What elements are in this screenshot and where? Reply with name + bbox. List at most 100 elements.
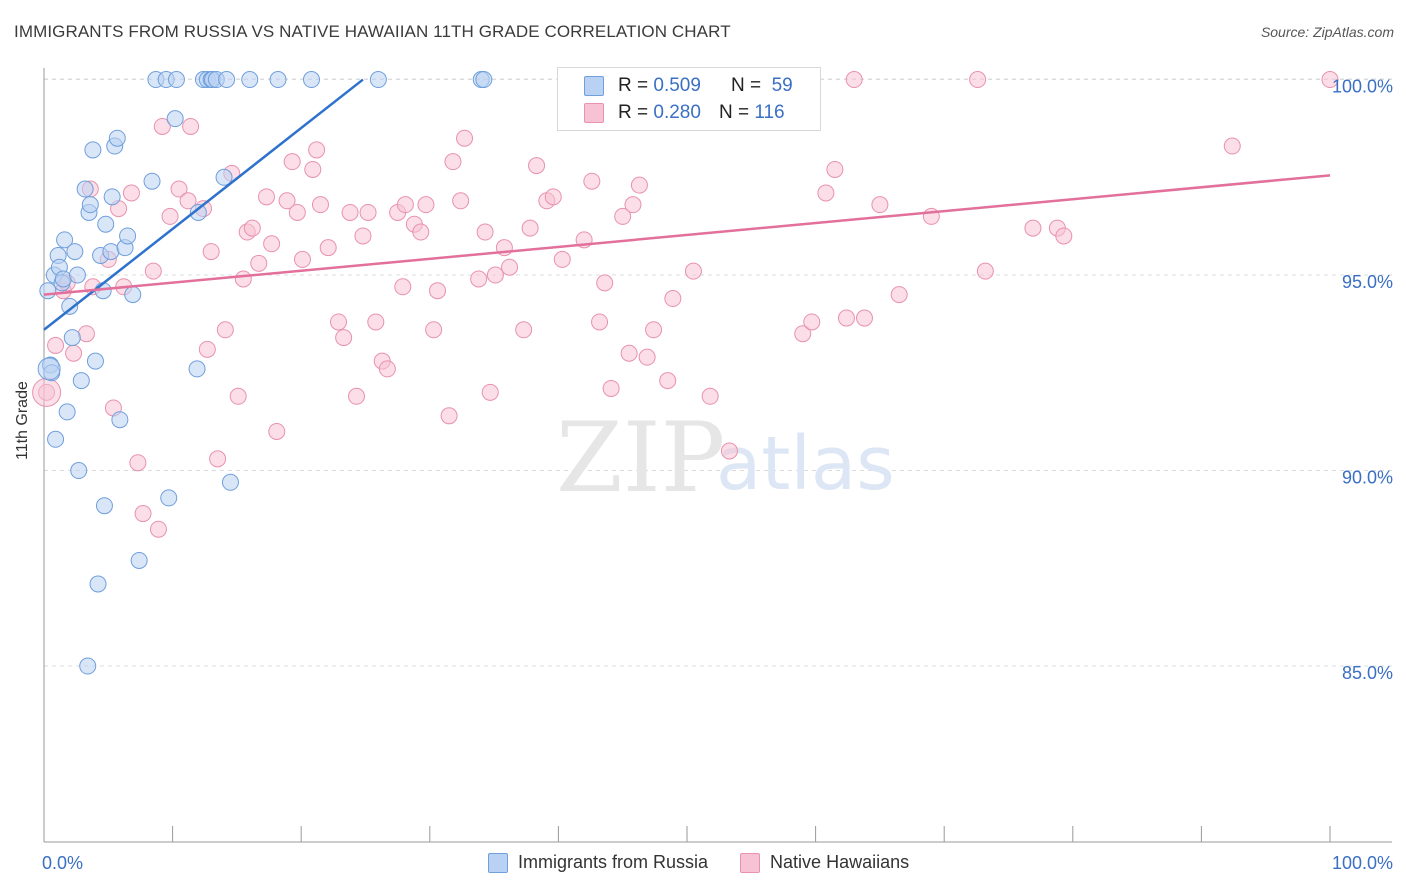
legend-r-value: 0.509 bbox=[653, 75, 701, 96]
hawaiian-point bbox=[817, 184, 835, 202]
hawaiian-point bbox=[969, 71, 987, 89]
hawaiian-point bbox=[234, 270, 252, 288]
hawaiian-point bbox=[976, 262, 994, 280]
hawaiian-point bbox=[645, 321, 663, 339]
hawaiian-point bbox=[583, 172, 601, 190]
hawaiian-point bbox=[871, 196, 889, 214]
hawaiian-point bbox=[354, 227, 372, 245]
legend-swatch-pink bbox=[584, 103, 604, 123]
hawaiian-point bbox=[1223, 137, 1241, 155]
hawaiian-point bbox=[308, 141, 326, 159]
watermark-zip: ZIP bbox=[556, 402, 725, 514]
hawaiian-point bbox=[311, 196, 329, 214]
russia-point bbox=[89, 575, 107, 593]
russia-point-large bbox=[37, 357, 61, 381]
legend-item-hawaiians[interactable]: Native Hawaiians bbox=[740, 852, 909, 873]
russia-point bbox=[189, 203, 207, 221]
legend-row-hawaiians: R = 0.280 N = 116 bbox=[584, 101, 785, 125]
hawaiian-point bbox=[602, 379, 620, 397]
hawaiian-point bbox=[161, 207, 179, 225]
hawaiian-point bbox=[304, 160, 322, 178]
x-tick-label-min: 0.0% bbox=[42, 853, 83, 873]
hawaiian-point bbox=[429, 282, 447, 300]
hawaiian-point bbox=[452, 192, 470, 210]
y-tick-label: 85.0% bbox=[1342, 663, 1393, 683]
russia-point bbox=[86, 352, 104, 370]
hawaiian-point bbox=[250, 254, 268, 272]
axis-labels: 85.0% 90.0% 95.0% 100.0% 0.0% 100.0% bbox=[42, 77, 1393, 873]
hawaiian-point bbox=[144, 262, 162, 280]
hawaiian-point bbox=[890, 286, 908, 304]
hawaiian-point bbox=[803, 313, 821, 331]
legend-n-label: N = bbox=[718, 102, 750, 123]
russia-point bbox=[188, 360, 206, 378]
russia-point bbox=[95, 497, 113, 515]
russia-point bbox=[218, 71, 236, 89]
hawaiian-point bbox=[684, 262, 702, 280]
hawaiian-point bbox=[182, 117, 200, 135]
russia-point bbox=[130, 551, 148, 569]
y-tick-label: 95.0% bbox=[1342, 272, 1393, 292]
hawaiian-point bbox=[179, 192, 197, 210]
hawaiian-point bbox=[378, 360, 396, 378]
hawaiian-point bbox=[417, 196, 435, 214]
russia-point bbox=[143, 172, 161, 190]
russia-point bbox=[103, 188, 121, 206]
hawaiian-point bbox=[701, 387, 719, 405]
russia-point bbox=[63, 329, 81, 347]
russia-point bbox=[66, 243, 84, 261]
hawaiian-point bbox=[329, 313, 347, 331]
hawaiian-point bbox=[341, 203, 359, 221]
hawaiian-point bbox=[396, 196, 414, 214]
legend-item-russia[interactable]: Immigrants from Russia bbox=[488, 852, 708, 873]
hawaiian-point bbox=[476, 223, 494, 241]
legend-swatch-blue bbox=[488, 852, 508, 873]
watermark: ZIP atlas bbox=[556, 402, 895, 514]
hawaiian-point bbox=[149, 520, 167, 538]
hawaiian-point bbox=[664, 290, 682, 308]
hawaiian-point bbox=[367, 313, 385, 331]
legend-label-russia: Immigrants from Russia bbox=[518, 852, 709, 872]
hawaiian-point bbox=[65, 344, 83, 362]
russia-point bbox=[79, 657, 97, 675]
hawaiian-point bbox=[394, 278, 412, 296]
hawaiian-point bbox=[638, 348, 656, 366]
hawaiian-point bbox=[659, 372, 677, 390]
hawaiian-point bbox=[855, 309, 873, 327]
russia-point bbox=[215, 168, 233, 186]
hawaiian-point bbox=[456, 129, 474, 147]
hawaiian-point bbox=[481, 383, 499, 401]
hawaiian-point bbox=[198, 340, 216, 358]
hawaiian-point bbox=[278, 192, 296, 210]
hawaiian-point bbox=[515, 321, 533, 339]
russia-point bbox=[302, 71, 320, 89]
russia-point bbox=[39, 282, 57, 300]
russia-point bbox=[58, 403, 76, 421]
hawaiian-point bbox=[335, 329, 353, 347]
x-tick-label-max: 100.0% bbox=[1332, 853, 1393, 873]
hawaiian-point bbox=[216, 321, 234, 339]
hawaiian-point bbox=[229, 387, 247, 405]
hawaiian-point bbox=[293, 250, 311, 268]
legend-row-russia: R = 0.509 N = 59 bbox=[584, 74, 793, 98]
trend-lines bbox=[43, 78, 1331, 331]
legend-n-value: 59 bbox=[771, 75, 793, 96]
russia-point bbox=[119, 227, 137, 245]
russia-point bbox=[102, 243, 120, 261]
watermark-atlas: atlas bbox=[716, 421, 895, 507]
russia-point bbox=[84, 141, 102, 159]
legend-r-label: R = bbox=[618, 75, 649, 96]
hawaiian-point-large bbox=[32, 377, 62, 407]
gridlines bbox=[44, 78, 1392, 667]
legend-label-hawaiians: Native Hawaiians bbox=[770, 852, 910, 872]
russia-point bbox=[241, 71, 259, 89]
hawaiian-point bbox=[288, 203, 306, 221]
russia-point bbox=[369, 71, 387, 89]
russia-point bbox=[166, 110, 184, 128]
russia-point bbox=[54, 270, 72, 288]
hawaiian-point bbox=[596, 274, 614, 292]
hawaiian-point bbox=[444, 153, 462, 171]
hawaiian-point bbox=[1321, 71, 1339, 89]
hawaiian-point bbox=[283, 153, 301, 171]
